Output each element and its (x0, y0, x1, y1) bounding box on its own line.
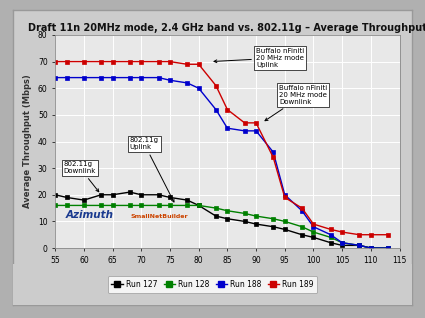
Y-axis label: Average Throughput (Mbps): Average Throughput (Mbps) (23, 75, 32, 208)
Text: Buffalo nFiniti
20 MHz mode
Downlink: Buffalo nFiniti 20 MHz mode Downlink (265, 85, 327, 121)
Title: Draft 11n 20MHz mode, 2.4 GHz band vs. 802.11g – Average Throughput: Draft 11n 20MHz mode, 2.4 GHz band vs. 8… (28, 23, 425, 33)
Text: Azimuth: Azimuth (65, 210, 113, 220)
Legend: Run 127, Run 128, Run 188, Run 189: Run 127, Run 128, Run 188, Run 189 (108, 276, 317, 293)
Text: 802.11g
Uplink: 802.11g Uplink (130, 137, 174, 202)
Text: SmallNetBuilder: SmallNetBuilder (131, 214, 189, 219)
X-axis label: Total Path Loss (dB): Total Path Loss (dB) (180, 270, 275, 279)
Text: Buffalo nFiniti
20 MHz mode
Uplink: Buffalo nFiniti 20 MHz mode Uplink (214, 48, 304, 68)
Text: 802.11g
Downlink: 802.11g Downlink (64, 162, 99, 192)
